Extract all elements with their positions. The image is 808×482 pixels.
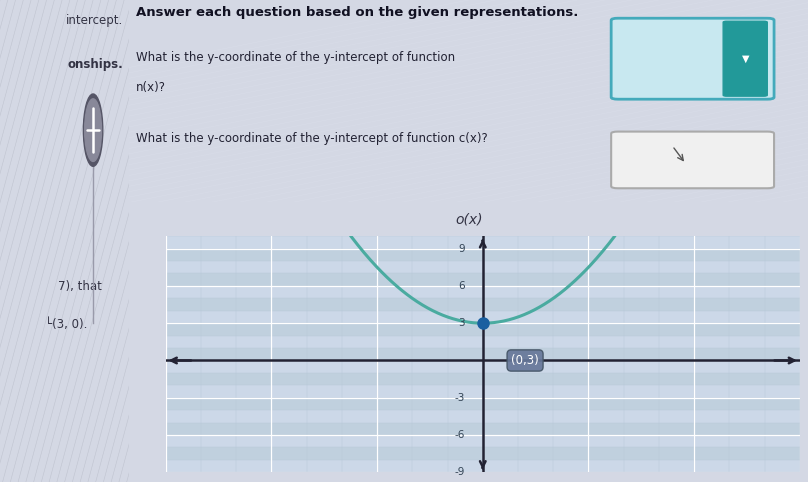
Bar (166, 423, 800, 435)
Text: onships.: onships. (67, 58, 123, 71)
Bar (166, 236, 800, 249)
Text: What is the y-coordinate of the y-intercept of function: What is the y-coordinate of the y-interc… (136, 51, 455, 64)
Bar (166, 286, 800, 298)
Bar (166, 323, 800, 335)
FancyBboxPatch shape (723, 21, 768, 96)
Bar (166, 373, 800, 385)
Bar (166, 460, 800, 472)
FancyBboxPatch shape (611, 18, 774, 99)
Bar (166, 348, 800, 361)
Bar (166, 311, 800, 323)
Bar (166, 361, 800, 373)
Text: (0,3): (0,3) (511, 354, 539, 367)
Text: -3: -3 (455, 393, 465, 403)
Circle shape (83, 94, 103, 166)
Text: 7), that: 7), that (58, 280, 102, 293)
Bar (166, 298, 800, 311)
Text: n(x)?: n(x)? (136, 81, 166, 94)
Bar (166, 410, 800, 423)
Text: -9: -9 (455, 468, 465, 477)
Text: └(3, 0).: └(3, 0). (45, 318, 87, 331)
Bar (166, 447, 800, 460)
Bar (166, 435, 800, 447)
Bar (166, 249, 800, 261)
Text: -6: -6 (455, 430, 465, 440)
Bar (166, 398, 800, 410)
Bar (166, 261, 800, 273)
Text: intercept.: intercept. (65, 14, 123, 27)
Circle shape (85, 99, 102, 161)
Bar (166, 335, 800, 348)
Text: 6: 6 (458, 281, 465, 291)
FancyBboxPatch shape (611, 132, 774, 188)
Text: 9: 9 (458, 243, 465, 254)
Text: What is the y-coordinate of the y-intercept of function c(x)?: What is the y-coordinate of the y-interc… (136, 132, 488, 145)
Text: ▼: ▼ (742, 54, 749, 64)
Bar (166, 385, 800, 398)
Text: Answer each question based on the given representations.: Answer each question based on the given … (136, 6, 579, 19)
Text: 3: 3 (458, 318, 465, 328)
Text: o(x): o(x) (455, 212, 482, 227)
Bar (166, 273, 800, 286)
